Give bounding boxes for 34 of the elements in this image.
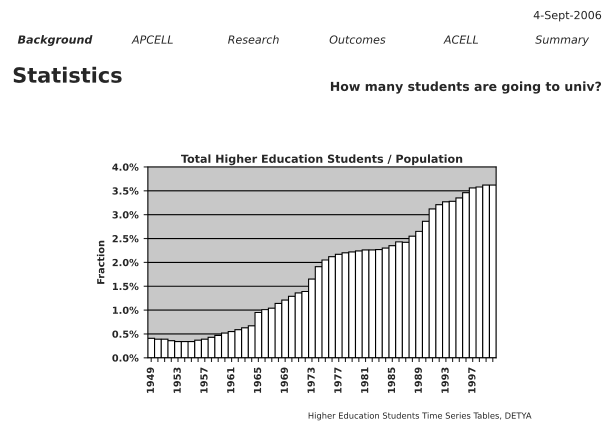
- x-tick-label: 1997: [468, 368, 476, 393]
- text: Background: [18, 35, 92, 46]
- chart-title: Total Higher Education Students / Population: [181, 154, 462, 166]
- x-tick-label: 1993: [441, 368, 449, 393]
- text: Summary: [535, 35, 590, 46]
- x-tick-label: 1965: [254, 368, 262, 393]
- y-tick-label: 2.0%: [112, 258, 139, 266]
- text: Research: [228, 35, 279, 44]
- y-tick-label: 3.5%: [112, 187, 139, 195]
- text: Higher Education Students Time Series Tables, DETYA: [308, 412, 532, 420]
- x-tick-label: 1981: [361, 368, 368, 393]
- y-tick-label: 4.0%: [112, 163, 139, 171]
- x-tick-label: 1961: [227, 368, 234, 393]
- x-tick-label: 1985: [388, 368, 396, 393]
- y-axis-title: Fraction: [96, 240, 104, 284]
- y-tick-label: 1.5%: [112, 282, 139, 290]
- x-tick-label: 1969: [280, 367, 288, 393]
- text: Statistics: [14, 66, 122, 83]
- text: ACELL: [443, 35, 478, 44]
- x-tick-label: 1989: [414, 367, 422, 393]
- y-tick-label: 3.0%: [112, 211, 139, 219]
- text: How many students are going to univ?: [330, 81, 602, 94]
- text: 4-Sept-2006: [534, 10, 602, 22]
- text: APCELL: [131, 35, 173, 44]
- x-tick-label: 1953: [173, 368, 181, 393]
- y-tick-label: 0.5%: [112, 330, 139, 338]
- x-tick-label: 1973: [307, 368, 315, 393]
- text: Outcomes: [330, 35, 386, 44]
- x-tick-label: 1977: [334, 368, 342, 393]
- y-tick-label: 0.0%: [112, 354, 139, 362]
- y-tick-label: 1.0%: [112, 306, 139, 314]
- x-tick-label: 1957: [200, 368, 208, 393]
- x-tick-label: 1949: [146, 367, 154, 393]
- y-tick-label: 2.5%: [112, 235, 139, 242]
